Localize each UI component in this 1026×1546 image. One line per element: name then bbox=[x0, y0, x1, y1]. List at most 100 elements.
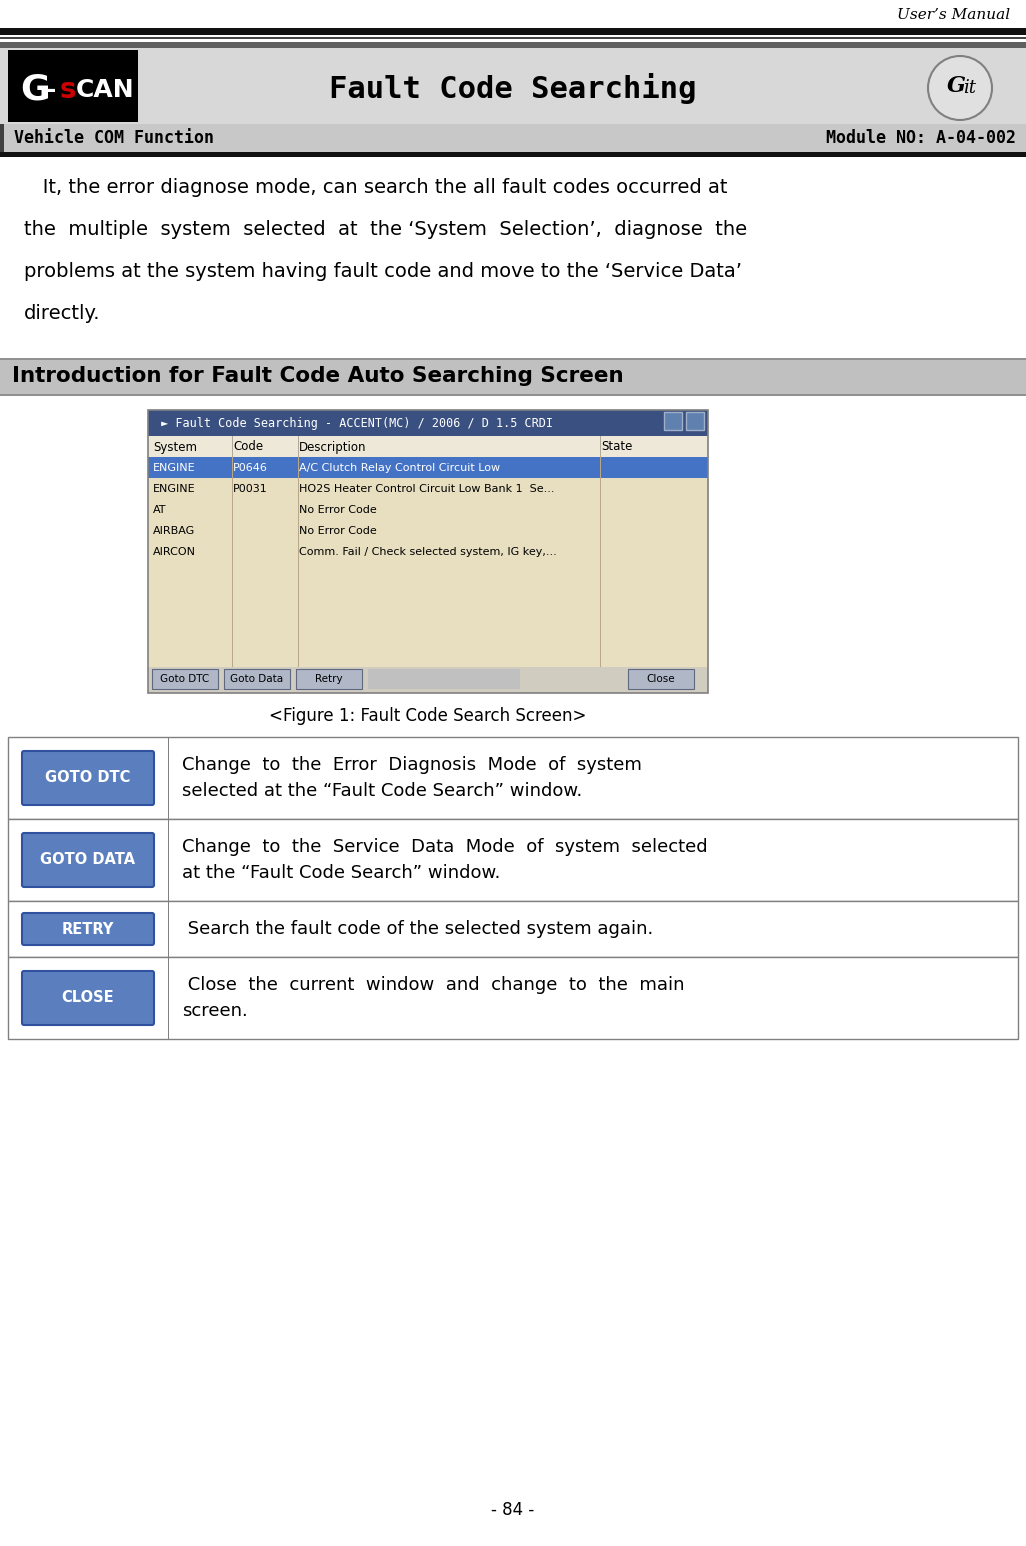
Text: ► Fault Code Searching - ACCENT(MC) / 2006 / D 1.5 CRDI: ► Fault Code Searching - ACCENT(MC) / 20… bbox=[154, 416, 553, 430]
Text: Change  to  the  Service  Data  Mode  of  system  selected: Change to the Service Data Mode of syste… bbox=[182, 838, 708, 856]
Text: No Error Code: No Error Code bbox=[299, 526, 377, 536]
Text: CLOSE: CLOSE bbox=[62, 991, 114, 1005]
Bar bbox=[148, 499, 708, 519]
FancyBboxPatch shape bbox=[22, 833, 154, 887]
FancyBboxPatch shape bbox=[22, 971, 154, 1025]
Bar bbox=[628, 669, 694, 690]
Bar bbox=[368, 669, 444, 690]
Text: directly.: directly. bbox=[24, 305, 101, 323]
Text: AIRCON: AIRCON bbox=[153, 547, 196, 557]
Bar bbox=[148, 583, 708, 604]
Text: A/C Clutch Relay Control Circuit Low: A/C Clutch Relay Control Circuit Low bbox=[299, 462, 500, 473]
Text: Change  to  the  Error  Diagnosis  Mode  of  system: Change to the Error Diagnosis Mode of sy… bbox=[182, 756, 642, 775]
Bar bbox=[444, 669, 520, 690]
Bar bbox=[8, 819, 1018, 901]
Text: Introduction for Fault Code Auto Searching Screen: Introduction for Fault Code Auto Searchi… bbox=[12, 366, 624, 386]
Text: Goto DTC: Goto DTC bbox=[160, 674, 209, 683]
Text: Search the fault code of the selected system again.: Search the fault code of the selected sy… bbox=[182, 920, 654, 938]
Text: screen.: screen. bbox=[182, 1002, 247, 1020]
Bar bbox=[148, 666, 708, 693]
Bar bbox=[8, 49, 139, 122]
Text: ENGINE: ENGINE bbox=[153, 462, 196, 473]
Text: <Figure 1: Fault Code Search Screen>: <Figure 1: Fault Code Search Screen> bbox=[269, 707, 587, 725]
Bar bbox=[8, 957, 1018, 1039]
Bar bbox=[148, 478, 708, 499]
Bar bbox=[148, 519, 708, 541]
Text: No Error Code: No Error Code bbox=[299, 506, 377, 515]
Text: Close  the  current  window  and  change  to  the  main: Close the current window and change to t… bbox=[182, 976, 684, 994]
Text: System: System bbox=[153, 441, 197, 453]
Text: ENGINE: ENGINE bbox=[153, 484, 196, 495]
Bar bbox=[0, 42, 1026, 48]
Text: problems at the system having fault code and move to the ‘Service Data’: problems at the system having fault code… bbox=[24, 261, 742, 281]
Bar bbox=[0, 359, 1026, 360]
Bar bbox=[0, 152, 1026, 158]
Bar bbox=[148, 646, 708, 666]
Bar bbox=[686, 411, 704, 430]
Bar bbox=[8, 737, 1018, 819]
Bar bbox=[152, 669, 218, 690]
Bar bbox=[152, 669, 218, 690]
Text: Close: Close bbox=[646, 674, 675, 683]
Text: State: State bbox=[601, 441, 632, 453]
Text: Code: Code bbox=[233, 441, 263, 453]
Bar bbox=[628, 669, 694, 690]
Text: Goto Data: Goto Data bbox=[231, 674, 283, 683]
Bar bbox=[148, 410, 708, 436]
Text: RETRY: RETRY bbox=[62, 921, 114, 937]
Bar bbox=[148, 410, 708, 693]
FancyBboxPatch shape bbox=[22, 914, 154, 945]
Text: at the “Fault Code Search” window.: at the “Fault Code Search” window. bbox=[182, 864, 501, 883]
Text: s: s bbox=[60, 76, 77, 104]
Bar bbox=[0, 28, 1026, 36]
Text: Module NO: A-04-002: Module NO: A-04-002 bbox=[826, 128, 1016, 147]
Bar bbox=[686, 411, 704, 430]
Bar bbox=[224, 669, 290, 690]
Text: it: it bbox=[963, 79, 977, 97]
Text: GOTO DATA: GOTO DATA bbox=[40, 852, 135, 867]
Text: CAN: CAN bbox=[76, 77, 134, 102]
Bar bbox=[0, 124, 1026, 152]
Bar bbox=[295, 669, 362, 690]
Bar bbox=[295, 669, 362, 690]
Bar bbox=[224, 669, 290, 690]
Text: - 84 -: - 84 - bbox=[491, 1501, 535, 1520]
Text: -: - bbox=[46, 77, 56, 102]
Bar bbox=[0, 359, 1026, 394]
Text: Retry: Retry bbox=[315, 674, 343, 683]
Text: Comm. Fail / Check selected system, IG key,...: Comm. Fail / Check selected system, IG k… bbox=[299, 547, 557, 557]
Text: P0031: P0031 bbox=[233, 484, 268, 495]
Bar bbox=[8, 901, 1018, 957]
Text: P0646: P0646 bbox=[233, 462, 268, 473]
Bar bbox=[8, 901, 1018, 957]
Text: Description: Description bbox=[299, 441, 366, 453]
Text: Fault Code Searching: Fault Code Searching bbox=[329, 73, 697, 104]
Circle shape bbox=[928, 56, 992, 121]
Bar bbox=[148, 625, 708, 646]
Text: HO2S Heater Control Circuit Low Bank 1  Se...: HO2S Heater Control Circuit Low Bank 1 S… bbox=[299, 484, 554, 495]
Text: selected at the “Fault Code Search” window.: selected at the “Fault Code Search” wind… bbox=[182, 782, 582, 799]
FancyBboxPatch shape bbox=[22, 751, 154, 805]
Text: User’s Manual: User’s Manual bbox=[897, 8, 1010, 22]
Bar bbox=[148, 458, 708, 478]
Bar bbox=[0, 394, 1026, 396]
Bar bbox=[8, 737, 1018, 819]
Bar bbox=[664, 411, 682, 430]
Text: G: G bbox=[947, 76, 965, 97]
Bar bbox=[148, 604, 708, 625]
Bar bbox=[0, 37, 1026, 39]
Text: the  multiple  system  selected  at  the ‘System  Selection’,  diagnose  the: the multiple system selected at the ‘Sys… bbox=[24, 220, 747, 240]
Text: AIRBAG: AIRBAG bbox=[153, 526, 195, 536]
Bar bbox=[664, 411, 682, 430]
Text: It, the error diagnose mode, can search the all fault codes occurred at: It, the error diagnose mode, can search … bbox=[24, 178, 727, 196]
Text: GOTO DTC: GOTO DTC bbox=[45, 770, 130, 785]
Text: Vehicle COM Function: Vehicle COM Function bbox=[14, 128, 214, 147]
Text: AT: AT bbox=[153, 506, 166, 515]
Bar bbox=[148, 541, 708, 563]
Text: G: G bbox=[19, 73, 49, 107]
Bar bbox=[148, 563, 708, 583]
Bar bbox=[0, 48, 1026, 128]
Bar bbox=[8, 957, 1018, 1039]
Bar bbox=[8, 819, 1018, 901]
Bar bbox=[0, 124, 4, 152]
